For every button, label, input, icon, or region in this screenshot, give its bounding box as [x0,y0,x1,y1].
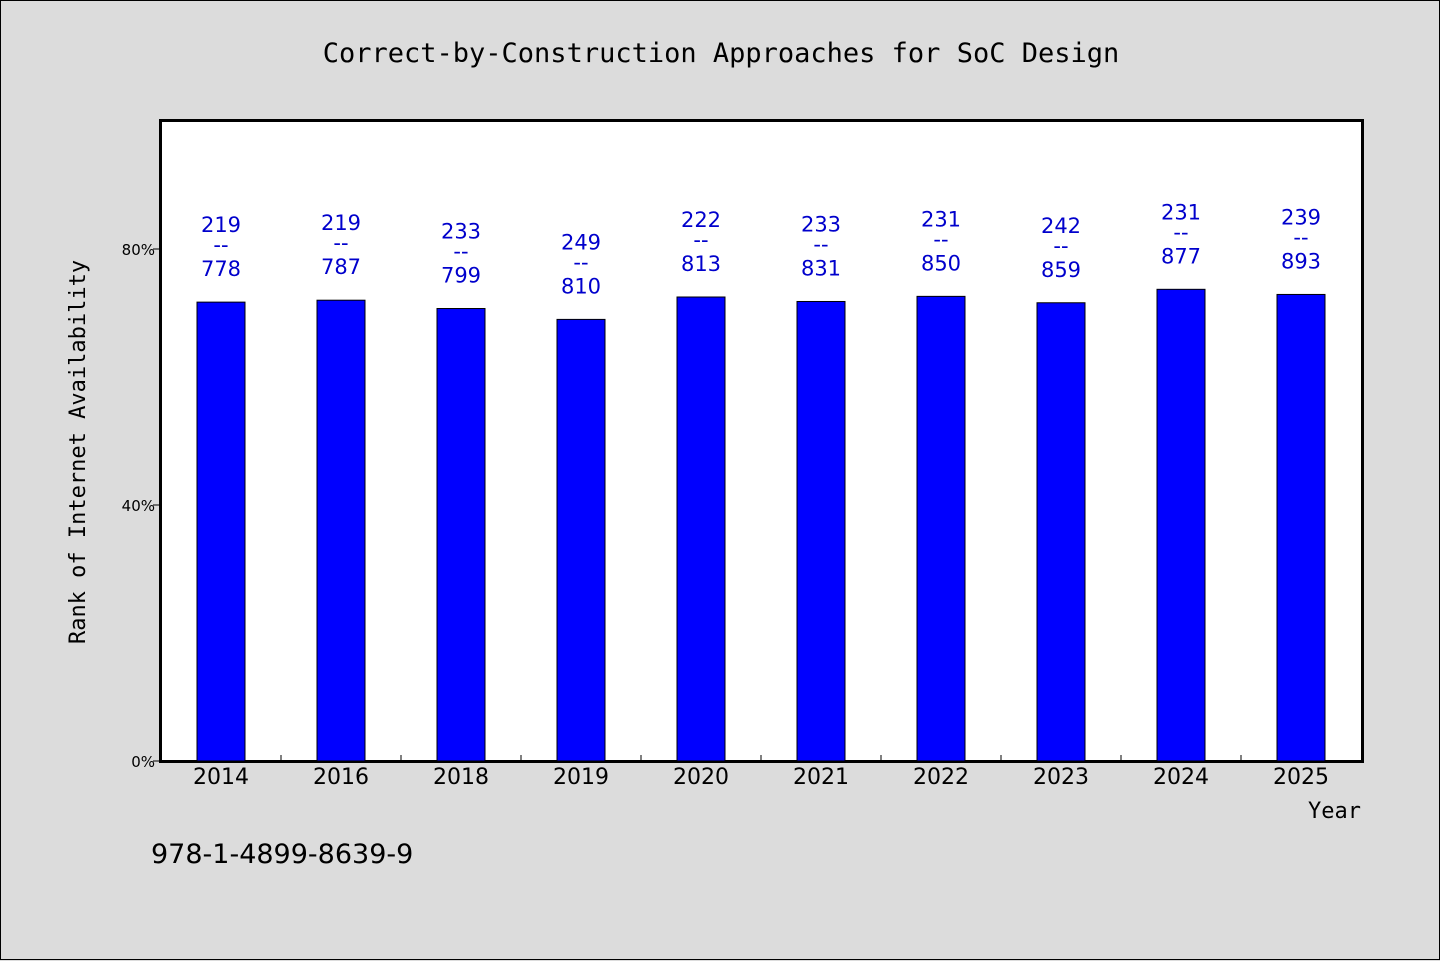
data-label-top: 233 [801,212,841,236]
data-label-separator: -- [1293,225,1308,249]
data-label-top: 219 [321,211,361,235]
data-label-top: 219 [201,213,241,237]
x-tick-label: 2025 [1273,765,1329,790]
bar-2014 [196,301,246,762]
data-label-bottom: 778 [201,257,241,281]
data-label-bottom: 787 [321,255,361,279]
x-tick-label: 2021 [793,765,849,790]
bar-2024 [1156,288,1206,762]
x-tick-label: 2016 [313,765,369,790]
data-label-separator: -- [813,232,828,256]
y-tick-labels: 0% 40% 80% [122,241,155,771]
data-label-top: 222 [681,208,721,232]
data-label-top: 249 [561,230,601,254]
data-label-separator: -- [333,231,348,255]
data-label-separator: -- [1053,234,1068,258]
x-tick-label: 2024 [1153,765,1209,790]
isbn-text: 978-1-4899-8639-9 [151,839,413,870]
data-label-separator: -- [453,240,468,264]
bar-2018 [436,308,486,762]
data-label-bottom: 850 [921,251,961,275]
x-tick-label: 2018 [433,765,489,790]
data-label-top: 231 [921,207,961,231]
bars [196,288,1326,762]
bar-2022 [916,295,966,762]
data-labels: 219--778219--787233--799249--810222--813… [201,200,1321,298]
y-tick-label: 80% [122,241,155,259]
x-tick-label: 2019 [553,765,609,790]
data-label-bottom: 859 [1041,258,1081,282]
data-label-bottom: 810 [561,274,601,298]
x-tick-label: 2014 [193,765,249,790]
x-axis-label: Year [1308,799,1361,824]
data-label-separator: -- [573,250,588,274]
data-label-separator: -- [693,228,708,252]
x-tick-label: 2020 [673,765,729,790]
data-label-separator: -- [933,227,948,251]
data-label-bottom: 877 [1161,244,1201,268]
data-label-bottom: 813 [681,252,721,276]
y-tick-label: 0% [131,753,155,771]
data-label-top: 231 [1161,200,1201,224]
x-tick-labels: 2014 2016 2018 2019 2020 2021 2022 2023 2024 2025 [193,765,1329,790]
bar-2019 [556,318,606,762]
data-label-separator: -- [213,233,228,257]
bar-2021 [796,300,846,762]
data-label-top: 239 [1281,205,1321,229]
axis-ticks [153,248,1242,762]
data-label-top: 233 [441,220,481,244]
bar-2023 [1036,302,1086,762]
y-tick-label: 40% [122,497,155,515]
y-axis-label: Rank of Internet Availability [66,260,91,644]
data-label-top: 242 [1041,214,1081,238]
bar-2025 [1276,293,1326,762]
data-label-bottom: 799 [441,264,481,288]
data-label-separator: -- [1173,220,1188,244]
chart-title: Correct-by-Construction Approaches for S… [323,38,1120,69]
data-label-bottom: 893 [1281,249,1321,273]
x-tick-label: 2022 [913,765,969,790]
bar-2016 [316,299,366,762]
x-tick-label: 2023 [1033,765,1089,790]
data-label-bottom: 831 [801,256,841,280]
bar-2020 [676,296,726,762]
